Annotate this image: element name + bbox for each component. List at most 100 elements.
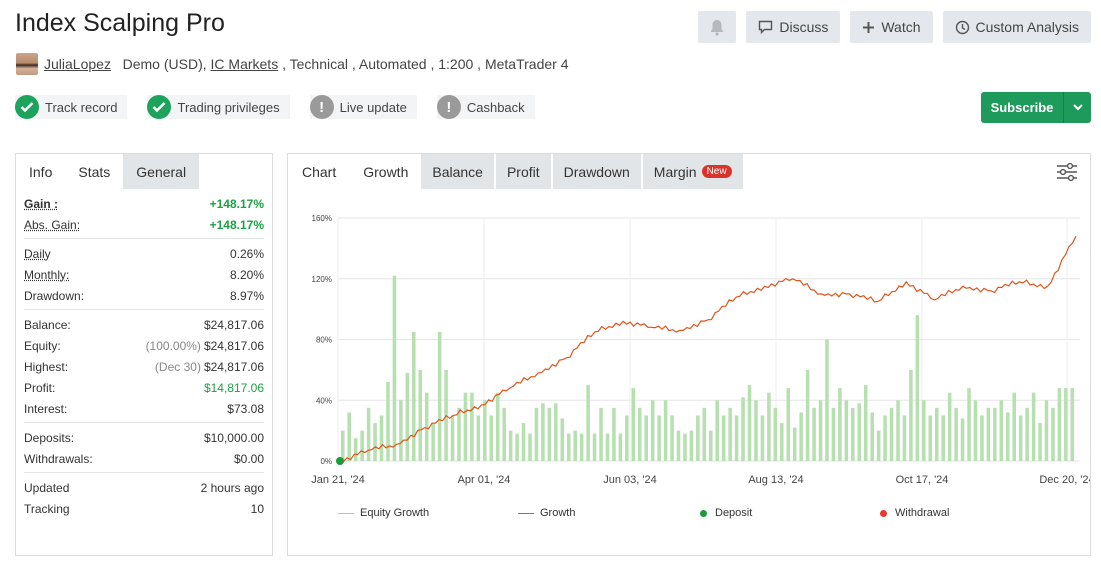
growth-line [339,235,1077,463]
growth-bar [386,382,390,461]
growth-bar [786,388,791,461]
growth-bar [508,430,513,461]
badge-track-record[interactable]: Track record [15,95,128,119]
legend-deposit[interactable]: Deposit [700,507,880,519]
tab-margin-label: Margin [653,163,697,180]
y-tick-label: 0% [320,457,332,466]
account-type: Demo (USD), [122,56,207,72]
badge-cashback[interactable]: ! Cashback [436,95,535,119]
custom-analysis-button[interactable]: Custom Analysis [942,11,1091,43]
stat-row-withdrawals: Withdrawals: $0.00 [24,448,264,469]
chevron-down-icon[interactable] [1063,92,1091,123]
growth-bar [760,415,765,461]
legend-growth[interactable]: Growth [518,507,700,519]
x-tick-label: Dec 20, '24 [1039,474,1090,486]
growth-bar [1031,392,1036,461]
growth-bar [683,433,687,461]
stat-row-gain: Gain : +148.17% [24,193,264,214]
tab-general[interactable]: General [123,154,200,189]
tab-profit[interactable]: Profit [495,154,551,189]
growth-bar [437,331,442,461]
tab-info[interactable]: Info [29,163,53,180]
growth-bar [392,275,397,461]
y-tick-label: 80% [316,336,332,345]
growth-bar [993,407,997,461]
growth-bar [599,407,603,461]
tab-growth[interactable]: Growth [352,154,420,189]
growth-bar [986,407,991,461]
growth-bar [592,433,597,461]
legend-label: Deposit [715,507,753,519]
growth-bar [967,388,971,461]
page-title: Index Scalping Pro [15,9,225,37]
growth-bar [347,412,352,461]
x-tick-label: Aug 13, '24 [748,474,803,486]
stats-rate-group: Daily 0.26% Monthly: 8.20% Drawdown: 8.97% [24,239,264,310]
stat-label: Tracking [24,501,70,516]
stat-label: Withdrawals: [24,451,93,466]
stat-value: 8.20% [229,267,264,282]
growth-bar [663,400,668,461]
growth-bar [1012,392,1016,461]
growth-bar [1057,388,1062,461]
growth-bar [857,403,862,461]
watch-button[interactable]: Watch [850,11,933,43]
stat-label[interactable]: Gain : [24,196,59,211]
growth-chart[interactable]: 0% 40% 80% 120% 160% Jan 21, '24 Apr 01, '24 Ju… [288,194,1090,499]
custom-analysis-label: Custom Analysis [975,19,1079,35]
stat-label[interactable]: Abs. Gain: [24,217,81,232]
subscribe-button[interactable]: Subscribe [981,92,1091,123]
growth-bar [650,400,655,461]
stat-value: +148.17% [209,196,264,211]
stat-value: $73.08 [227,401,264,416]
growth-bar [805,369,810,461]
legend-label: Equity Growth [360,507,430,519]
stat-label: Equity: [24,338,61,353]
growth-bar [1018,415,1023,461]
growth-bar [941,415,945,461]
tab-margin[interactable]: Margin New [642,154,743,189]
y-tick-label: 40% [316,396,332,405]
legend-equity-growth[interactable]: Equity Growth [338,507,518,519]
stat-value: $10,000.00 [203,430,264,445]
growth-bar [431,423,435,461]
growth-bar [960,418,965,461]
growth-bar [379,415,384,461]
growth-bar [534,407,539,461]
growth-bar [573,430,577,461]
chat-icon [759,20,773,34]
legend-withdrawal[interactable]: Withdrawal [880,507,949,519]
growth-bar [689,430,694,461]
tab-balance[interactable]: Balance [421,154,494,189]
growth-bar [457,407,461,461]
growth-bar [670,415,674,461]
growth-bar [831,407,836,461]
growth-bar [373,423,377,461]
badge-live-update[interactable]: ! Live update [309,95,417,119]
badge-label: Cashback [466,99,525,115]
stats-gain-group: Gain : +148.17% Abs. Gain: +148.17% [24,189,264,239]
broker-link[interactable]: IC Markets [210,56,279,72]
account-meta: JuliaLopez Demo (USD), IC Markets , Tech… [16,53,568,75]
check-icon [15,95,39,119]
chart-settings-button[interactable] [1056,162,1078,187]
stat-row-updated: Updated 2 hours ago [24,477,264,498]
top-actions: Discuss Watch Custom Analysis [698,11,1091,43]
growth-bar [754,400,758,461]
growth-bar [418,369,423,461]
stat-label[interactable]: Monthly: [24,267,70,282]
growth-bar [360,430,364,461]
tab-stats[interactable]: Stats [65,154,124,189]
stats-panel: Info Stats General Gain : +148.17% Abs. G… [15,153,273,556]
notification-button[interactable] [698,11,737,43]
growth-bar [999,400,1004,461]
user-link[interactable]: JuliaLopez [44,56,111,72]
tab-chart[interactable]: Chart [302,163,337,180]
discuss-button[interactable]: Discuss [746,11,841,43]
growth-bar [780,423,784,461]
sliders-icon [1057,162,1077,182]
stat-label[interactable]: Daily [24,246,51,261]
stat-label: Balance: [24,317,71,332]
tab-drawdown[interactable]: Drawdown [552,154,641,189]
badge-trading-privileges[interactable]: Trading privileges [147,95,290,119]
